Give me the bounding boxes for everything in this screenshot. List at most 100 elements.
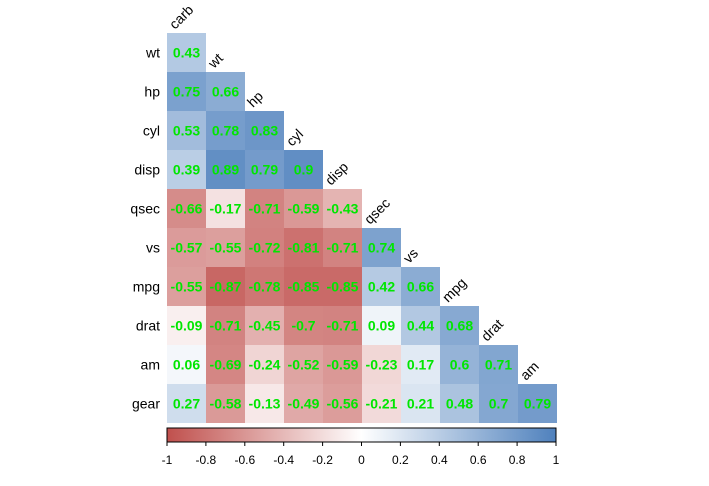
cell-value-label: 0.42 bbox=[368, 279, 395, 295]
heatmap-cell bbox=[323, 228, 362, 267]
cell-value-label: 0.7 bbox=[489, 396, 509, 412]
cell-value-label: -0.71 bbox=[327, 240, 359, 256]
cell-value-label: 0.66 bbox=[407, 279, 434, 295]
cell-value-label: 0.83 bbox=[251, 123, 278, 139]
heatmap-cell bbox=[362, 267, 401, 306]
cell-value-label: -0.58 bbox=[210, 396, 242, 412]
column-label: disp bbox=[322, 158, 352, 188]
cell-value-label: -0.66 bbox=[171, 201, 203, 217]
heatmap-cell bbox=[362, 228, 401, 267]
cell-value-label: -0.69 bbox=[210, 357, 242, 373]
heatmap-cell bbox=[284, 345, 323, 384]
row-label: vs bbox=[146, 240, 160, 256]
column-label: hp bbox=[244, 88, 266, 110]
row-label: mpg bbox=[133, 279, 160, 295]
heatmap-cell bbox=[440, 306, 479, 345]
colorbar-tick-label: 0.6 bbox=[470, 453, 487, 467]
colorbar-tick-label: -1 bbox=[162, 453, 173, 467]
heatmap-cell bbox=[362, 306, 401, 345]
cell-value-label: 0.71 bbox=[485, 357, 512, 373]
heatmap-cell bbox=[323, 345, 362, 384]
heatmap-cell bbox=[206, 189, 245, 228]
cell-value-label: -0.13 bbox=[249, 396, 281, 412]
cell-value-label: 0.53 bbox=[173, 123, 200, 139]
cell-value-label: 0.48 bbox=[446, 396, 473, 412]
heatmap-cell bbox=[440, 345, 479, 384]
heatmap-cell bbox=[245, 306, 284, 345]
heatmap-cell bbox=[206, 228, 245, 267]
cell-value-label: 0.74 bbox=[368, 240, 395, 256]
heatmap-cell bbox=[284, 189, 323, 228]
cell-value-label: -0.87 bbox=[210, 279, 242, 295]
cell-value-label: 0.17 bbox=[407, 357, 434, 373]
cell-value-label: -0.78 bbox=[249, 279, 281, 295]
heatmap-cell bbox=[401, 306, 440, 345]
cell-value-label: -0.71 bbox=[210, 318, 242, 334]
heatmap-cell bbox=[323, 306, 362, 345]
cell-value-label: -0.43 bbox=[327, 201, 359, 217]
heatmap-cell bbox=[479, 384, 518, 423]
cell-value-label: -0.17 bbox=[210, 201, 242, 217]
heatmap-cell bbox=[245, 267, 284, 306]
cell-value-label: 0.6 bbox=[450, 357, 470, 373]
heatmap-cell bbox=[284, 384, 323, 423]
heatmap-cell bbox=[167, 150, 206, 189]
column-label: mpg bbox=[439, 275, 470, 306]
heatmap-cell bbox=[401, 384, 440, 423]
row-label: disp bbox=[134, 162, 160, 178]
cell-value-label: -0.24 bbox=[249, 357, 281, 373]
heatmap-cell bbox=[401, 345, 440, 384]
heatmap-cell bbox=[167, 345, 206, 384]
column-label: vs bbox=[400, 245, 421, 266]
heatmap-cell bbox=[167, 384, 206, 423]
cell-value-label: 0.44 bbox=[407, 318, 434, 334]
heatmap-cell bbox=[440, 384, 479, 423]
heatmap-cell bbox=[323, 267, 362, 306]
cell-value-label: -0.55 bbox=[171, 279, 203, 295]
cell-value-label: -0.59 bbox=[288, 201, 320, 217]
heatmap-cell bbox=[245, 384, 284, 423]
heatmap-cell bbox=[245, 228, 284, 267]
heatmap-cell bbox=[518, 384, 557, 423]
colorbar-tick-label: -0.6 bbox=[234, 453, 255, 467]
heatmap-cell bbox=[323, 189, 362, 228]
heatmap-cell bbox=[245, 111, 284, 150]
column-label: cyl bbox=[283, 126, 306, 149]
cell-value-label: -0.72 bbox=[249, 240, 281, 256]
cell-value-label: 0.78 bbox=[212, 123, 239, 139]
colorbar-gradient bbox=[166, 427, 557, 443]
heatmap-cell bbox=[479, 345, 518, 384]
column-label: qsec bbox=[361, 195, 393, 227]
heatmap-cell bbox=[167, 111, 206, 150]
row-label: gear bbox=[132, 396, 160, 412]
column-label: drat bbox=[478, 316, 506, 344]
cell-value-label: 0.9 bbox=[294, 162, 314, 178]
cell-value-label: -0.57 bbox=[171, 240, 203, 256]
cell-value-label: 0.66 bbox=[212, 84, 239, 100]
cell-value-label: -0.49 bbox=[288, 396, 320, 412]
heatmap-cell bbox=[206, 150, 245, 189]
colorbar-tick-label: 0.4 bbox=[431, 453, 448, 467]
heatmap-cell bbox=[206, 345, 245, 384]
heatmap-cell bbox=[245, 345, 284, 384]
cell-value-label: -0.21 bbox=[366, 396, 398, 412]
row-label: am bbox=[141, 357, 160, 373]
heatmap-cell bbox=[362, 384, 401, 423]
cell-value-label: 0.43 bbox=[173, 45, 200, 61]
cell-value-label: -0.52 bbox=[288, 357, 320, 373]
heatmap-cell bbox=[401, 267, 440, 306]
heatmap-cell bbox=[284, 150, 323, 189]
cell-value-label: -0.59 bbox=[327, 357, 359, 373]
colorbar-tick-label: -0.8 bbox=[196, 453, 217, 467]
row-label: hp bbox=[144, 84, 160, 100]
heatmap-cell bbox=[284, 306, 323, 345]
heatmap-cells bbox=[167, 33, 557, 423]
heatmap-cell bbox=[167, 189, 206, 228]
cell-value-label: -0.81 bbox=[288, 240, 320, 256]
heatmap-cell bbox=[245, 150, 284, 189]
heatmap-cell bbox=[167, 72, 206, 111]
cell-value-label: -0.71 bbox=[249, 201, 281, 217]
cell-value-label: -0.23 bbox=[366, 357, 398, 373]
heatmap-cell bbox=[206, 267, 245, 306]
